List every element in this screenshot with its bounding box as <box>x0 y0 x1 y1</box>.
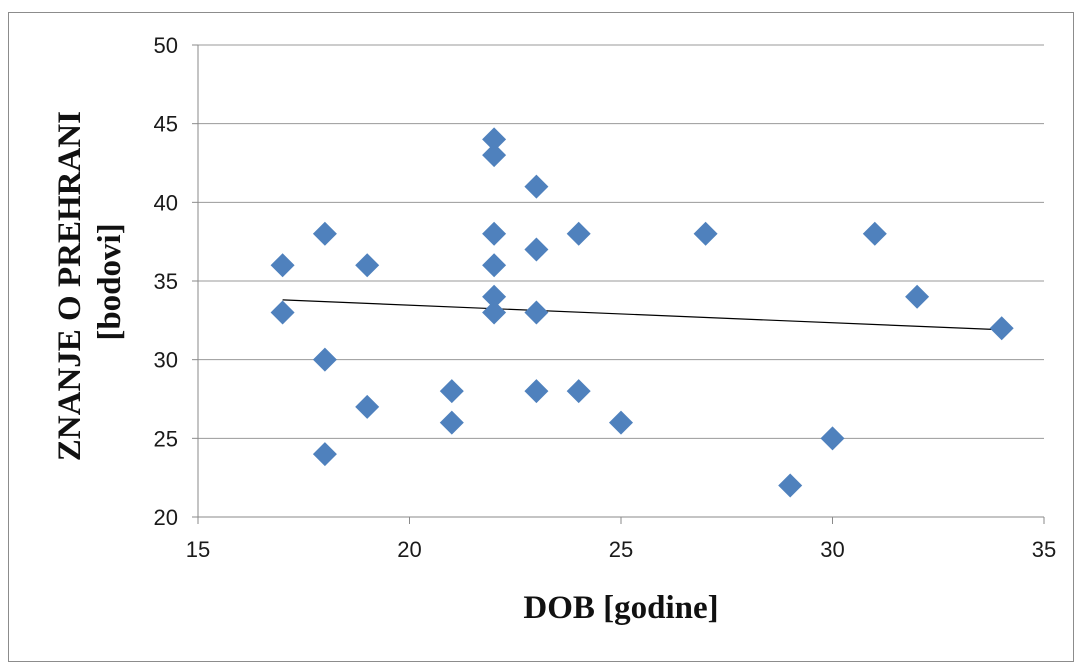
data-point-7 <box>439 379 464 404</box>
y-axis-title-line1: ZNANJE O PREHRANI <box>52 111 88 461</box>
data-point-22 <box>693 221 718 246</box>
data-point-1 <box>270 300 295 325</box>
data-point-10 <box>482 143 507 168</box>
data-point-4 <box>312 442 337 467</box>
data-point-2 <box>312 221 337 246</box>
data-point-23 <box>778 473 803 498</box>
trendline <box>282 299 1002 331</box>
y-axis-title-line2: [bodovi] <box>92 223 128 340</box>
data-point-9 <box>482 127 507 152</box>
data-point-17 <box>524 300 549 325</box>
data-point-14 <box>482 300 507 325</box>
data-point-12 <box>482 253 507 278</box>
data-point-24 <box>820 426 845 451</box>
data-point-18 <box>524 379 549 404</box>
y-tick-label-50: 50 <box>154 33 178 58</box>
x-tick-label-35: 35 <box>1032 537 1056 562</box>
data-point-5 <box>355 253 380 278</box>
data-point-11 <box>482 221 507 246</box>
y-tick-label-45: 45 <box>154 112 178 137</box>
data-point-27 <box>989 316 1014 341</box>
data-point-6 <box>355 394 380 419</box>
x-axis-title: DOB [godine] <box>523 590 718 626</box>
data-point-15 <box>524 174 549 199</box>
data-point-20 <box>566 379 591 404</box>
y-tick-label-25: 25 <box>154 426 178 451</box>
data-point-25 <box>862 221 887 246</box>
axes <box>192 44 1045 524</box>
data-point-0 <box>270 253 295 278</box>
data-point-8 <box>439 410 464 435</box>
gridlines <box>198 44 1044 439</box>
y-tick-label-30: 30 <box>154 348 178 373</box>
data-point-13 <box>482 284 507 309</box>
data-point-16 <box>524 237 549 262</box>
y-axis-title: ZNANJE O PREHRANI [bodovi] <box>52 103 128 461</box>
x-tick-label-30: 30 <box>820 537 844 562</box>
x-tick-label-25: 25 <box>609 537 633 562</box>
x-tick-label-15: 15 <box>186 537 210 562</box>
trendline-group <box>282 299 1002 331</box>
data-point-21 <box>609 410 633 435</box>
data-point-3 <box>312 347 337 372</box>
chart-frame <box>8 12 1074 662</box>
data-point-19 <box>566 221 591 246</box>
x-tick-label-20: 20 <box>397 537 421 562</box>
data-points <box>270 127 1014 498</box>
data-point-26 <box>905 284 930 309</box>
y-tick-labels: 20 25 30 35 40 45 50 <box>154 33 178 530</box>
y-tick-label-40: 40 <box>154 190 178 215</box>
x-tick-labels: 15 20 25 30 35 <box>186 537 1056 562</box>
y-tick-label-20: 20 <box>154 505 178 530</box>
y-tick-label-35: 35 <box>154 269 178 294</box>
